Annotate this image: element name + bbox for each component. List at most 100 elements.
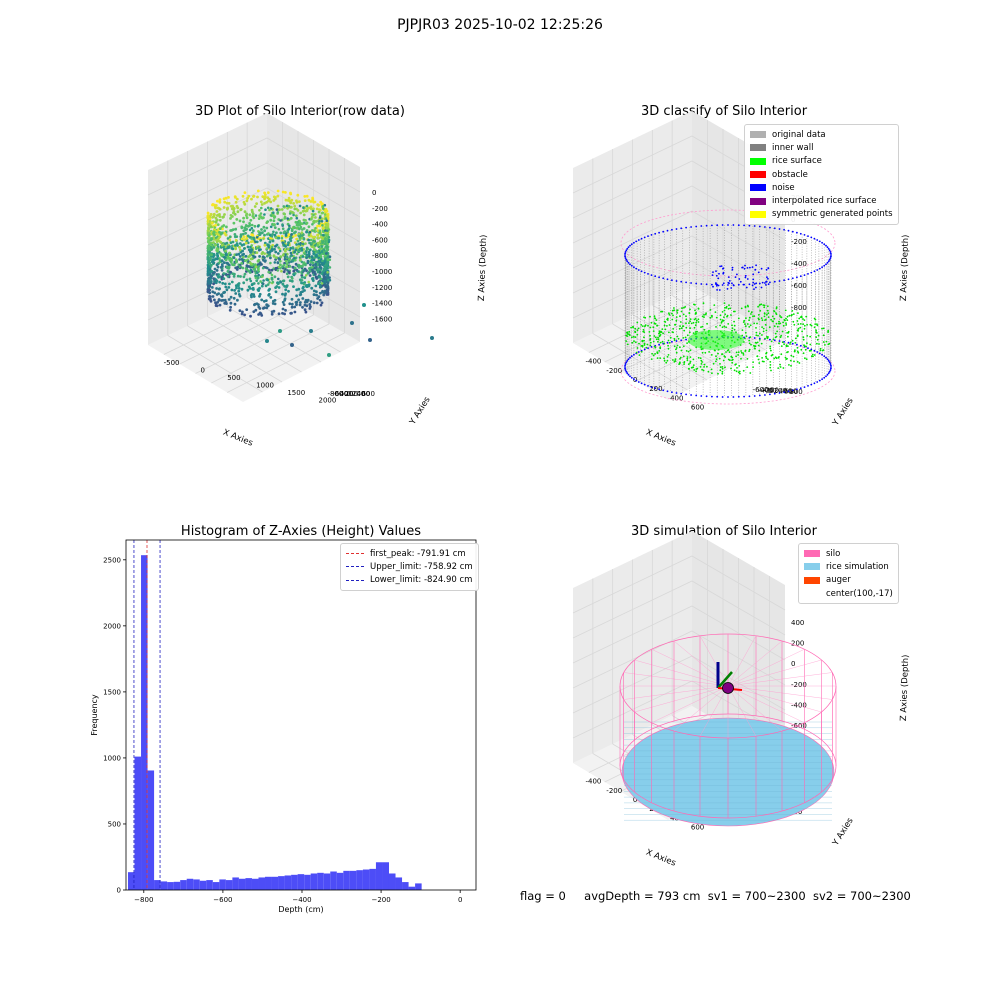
data-point: [307, 252, 311, 256]
data-point: [308, 248, 312, 252]
data-point: [247, 255, 251, 259]
data-point: [243, 210, 247, 214]
data-point: [236, 210, 240, 214]
y-tick-label: -200: [342, 390, 358, 398]
data-point: [240, 243, 244, 247]
data-point: [224, 258, 228, 262]
panel4-legend: silo rice simulation auger center(100,-1…: [798, 543, 899, 605]
data-point: [264, 284, 268, 288]
data-point: [230, 288, 234, 292]
data-point: [257, 217, 261, 221]
data-point: [216, 223, 220, 227]
data-point: [219, 246, 223, 249]
data-point: [241, 266, 245, 270]
data-point: [312, 207, 315, 211]
data-point: [303, 303, 307, 307]
data-point: [290, 311, 293, 315]
legend-swatch: [804, 550, 820, 558]
data-point: [284, 191, 287, 194]
data-point: [235, 242, 239, 246]
data-point: [237, 252, 241, 256]
data-point: [279, 263, 282, 267]
data-point: [273, 275, 277, 279]
data-point: [248, 277, 252, 281]
data-point: [267, 289, 271, 292]
data-point: [218, 303, 222, 307]
data-point: [260, 231, 264, 235]
data-point: [318, 291, 322, 295]
data-point: [274, 268, 278, 271]
x-tick-label: 0: [201, 366, 205, 374]
z-tick-label: -1200: [372, 284, 392, 292]
data-point: [275, 231, 278, 235]
data-point: [284, 198, 288, 202]
data-point: [222, 215, 225, 219]
data-point: [292, 269, 296, 273]
legend-label: rice simulation: [826, 561, 889, 572]
data-point: [315, 290, 318, 294]
z-tick-label: -200: [372, 205, 388, 213]
z-tick-label: 0: [372, 189, 376, 197]
data-point: [269, 256, 272, 260]
grid-line: [147, 262, 361, 321]
x-tick-label: -500: [164, 359, 180, 367]
z-tick-label: 0: [791, 660, 795, 668]
y-tick-label: -600: [332, 390, 348, 398]
data-point: [240, 258, 244, 261]
data-point: [240, 262, 244, 265]
data-point: [233, 233, 237, 236]
data-point: [269, 218, 273, 222]
y-tick-label: -400: [337, 390, 353, 398]
data-point: [303, 195, 307, 198]
data-point: [245, 216, 249, 220]
data-point: [240, 287, 244, 291]
legend-label: silo: [826, 548, 841, 559]
data-point: [238, 255, 242, 258]
data-point: [281, 190, 285, 194]
data-point: [312, 301, 316, 305]
z-axis-label: Z Axies (Depth): [899, 654, 911, 721]
data-point: [315, 293, 318, 297]
x-tick-label: 1000: [256, 381, 274, 389]
data-point: [263, 229, 267, 233]
floor-pane: [148, 288, 360, 402]
data-point: [315, 277, 319, 280]
data-point: [314, 216, 317, 219]
data-point: [248, 213, 252, 217]
data-point: [237, 284, 240, 288]
z-tick-label: -400: [372, 221, 388, 229]
data-point: [308, 303, 312, 306]
data-point: [310, 207, 313, 211]
panel1-title: 3D Plot of Silo Interior(row data): [195, 104, 405, 119]
z-tick-label: -1600: [372, 315, 392, 323]
legend-item-center: center(100,-17): [804, 587, 893, 600]
legend-item-rice-simulation: rice simulation: [804, 560, 893, 573]
data-point: [238, 294, 242, 298]
data-point: [250, 208, 254, 212]
data-point: [319, 266, 323, 269]
x-axis-label: X Axies: [644, 848, 677, 869]
data-point: [233, 302, 237, 306]
data-point: [282, 279, 286, 283]
data-point: [221, 281, 225, 285]
legend-item-silo: silo: [804, 547, 893, 560]
z-tick-label: -600: [372, 236, 388, 244]
data-point: [259, 200, 263, 204]
data-point: [298, 303, 302, 307]
z-tick-label: -1400: [372, 300, 392, 308]
data-point: [284, 253, 287, 256]
data-point: [234, 227, 238, 231]
data-point: [234, 200, 238, 204]
data-point: [276, 252, 280, 255]
y-axis-label: Y Axies: [830, 816, 856, 849]
data-point: [281, 282, 285, 286]
data-point: [303, 308, 307, 312]
data-point: [285, 262, 289, 266]
data-point: [274, 290, 278, 294]
data-point: [216, 243, 220, 247]
data-point: [295, 243, 298, 246]
data-point: [232, 275, 236, 278]
data-point: [274, 250, 278, 254]
status-avg-depth: avgDepth = 793 cm: [584, 889, 701, 903]
